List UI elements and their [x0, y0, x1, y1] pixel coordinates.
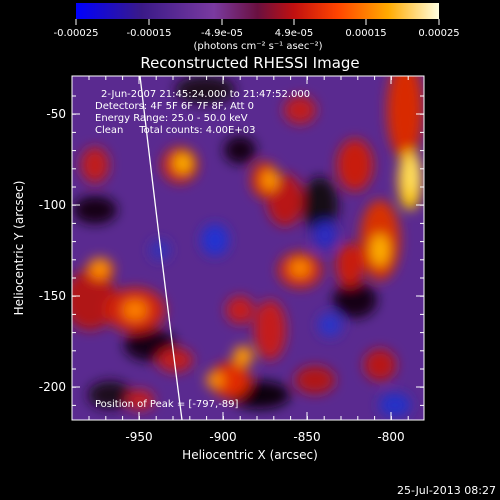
axis-ticks: [72, 76, 424, 420]
rhessi-image: [72, 76, 424, 420]
image-blob: [174, 153, 192, 173]
image-blob: [88, 381, 132, 409]
image-blob: [290, 259, 310, 277]
detectors-annotation: Detectors: 4F 5F 6F 7F 8F, Att 0: [95, 101, 254, 112]
image-blob: [150, 240, 170, 260]
image-blob: [333, 282, 377, 318]
colorbar-tick-label-0: -0.00025: [54, 28, 99, 39]
x-tick-label-0: -950: [125, 430, 152, 444]
image-blob: [90, 258, 110, 278]
image-blob: [157, 348, 193, 372]
image-blob: [206, 372, 224, 388]
image-blob: [302, 177, 338, 233]
peak-position-annotation: Position of Peak = [-797,-89]: [95, 399, 239, 410]
date-stamp: 25-Jul-2013 08:27: [397, 484, 496, 497]
image-blob: [371, 234, 389, 266]
image-blob: [262, 170, 278, 190]
colorbar-tick-label-2: -4.9e-05: [201, 28, 243, 39]
image-blob: [123, 300, 147, 320]
image-blob: [405, 157, 419, 193]
image-blob: [318, 313, 342, 337]
x-tick-label-2: -850: [293, 430, 320, 444]
image-blob: [387, 76, 423, 160]
colorbar-gradient: [76, 3, 439, 19]
colorbar: -0.00025 -0.00015 -4.9e-05 4.9e-05 0.000…: [54, 3, 460, 52]
time-range-annotation: 2-Jun-2007 21:45:24.000 to 21:47:52.000: [101, 89, 310, 100]
x-tick-label-1: -900: [209, 430, 236, 444]
colorbar-tick-label-5: 0.00025: [418, 28, 459, 39]
image-blob: [175, 76, 235, 104]
image-blob: [254, 300, 286, 360]
y-axis-label: Heliocentric Y (arcsec): [12, 181, 26, 316]
y-tick-label-3: -200: [39, 380, 66, 394]
image-blob: [313, 221, 337, 249]
y-tick-label-0: -50: [46, 107, 66, 121]
image-blob: [210, 362, 250, 398]
energy-range-annotation: Energy Range: 25.0 - 50.0 keV: [95, 113, 248, 124]
x-tick-label-3: -800: [377, 430, 404, 444]
colorbar-tick-label-3: 4.9e-05: [275, 28, 313, 39]
y-tick-label-1: -100: [39, 198, 66, 212]
colorbar-tick-label-1: -0.00015: [127, 28, 172, 39]
colorbar-tick-label-4: 0.00015: [345, 28, 386, 39]
image-blob: [224, 136, 256, 164]
image-blob: [73, 196, 117, 224]
x-axis-label: Heliocentric X (arcsec): [182, 448, 318, 462]
solar-limb-line: [139, 76, 183, 420]
image-blob: [364, 349, 396, 381]
image-blob: [201, 224, 229, 256]
image-blob: [379, 393, 411, 417]
image-blob: [336, 243, 364, 287]
image-blob: [233, 346, 253, 366]
image-blob: [72, 270, 116, 330]
image-blob: [226, 296, 254, 324]
image-blob: [337, 139, 373, 191]
colorbar-ticks: [75, 19, 440, 25]
plot-title: Reconstructed RHESSI Image: [140, 54, 359, 72]
colorbar-units-label: (photons cm⁻² s⁻¹ asec⁻²): [193, 41, 322, 52]
image-blob: [81, 147, 109, 183]
image-blob: [284, 96, 316, 124]
image-blob: [295, 366, 335, 394]
clean-counts-annotation: Clean Total counts: 4.00E+03: [95, 125, 255, 136]
y-tick-label-2: -150: [39, 289, 66, 303]
image-blob: [126, 390, 154, 410]
plot-frame: [71, 75, 425, 421]
image-blobs: [72, 76, 423, 417]
